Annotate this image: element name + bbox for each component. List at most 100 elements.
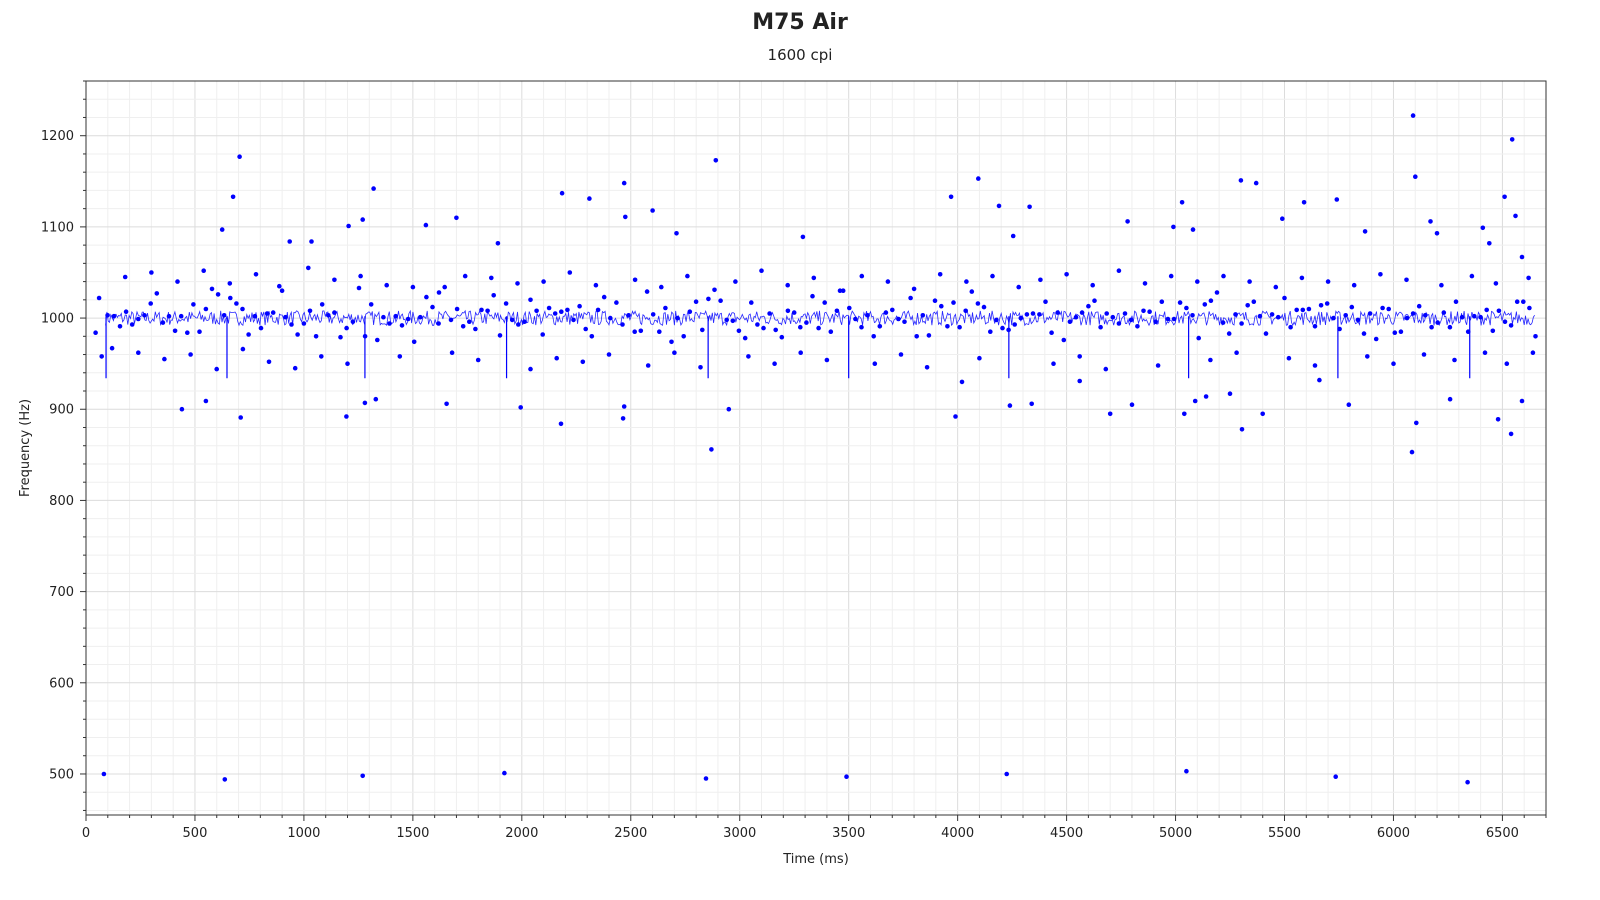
data-point <box>1487 241 1492 246</box>
data-point <box>448 317 454 323</box>
data-point <box>185 330 190 336</box>
data-point <box>1334 197 1340 202</box>
data-point <box>976 176 981 181</box>
data-point <box>698 365 703 370</box>
data-point <box>632 329 637 335</box>
x-tick-label: 2000 <box>505 826 538 841</box>
data-point <box>362 400 368 406</box>
data-point <box>442 284 448 290</box>
data-point <box>559 190 565 196</box>
data-point <box>301 321 307 326</box>
data-point <box>405 316 411 322</box>
data-point <box>178 313 184 319</box>
data-point <box>1286 355 1292 361</box>
data-point <box>749 300 754 305</box>
data-point <box>1508 431 1514 437</box>
data-point <box>1141 308 1146 314</box>
data-point <box>1337 326 1342 332</box>
y-tick-label: 1100 <box>41 220 74 235</box>
data-point <box>712 287 717 293</box>
data-point <box>1301 200 1307 205</box>
data-point <box>994 317 999 323</box>
data-point <box>397 354 403 359</box>
data-point <box>621 180 627 186</box>
data-point <box>975 301 981 306</box>
data-point <box>742 335 748 341</box>
data-point <box>1416 303 1422 309</box>
data-point <box>1502 194 1507 200</box>
data-point <box>1519 254 1525 260</box>
data-point <box>709 447 714 452</box>
data-point <box>346 223 351 229</box>
data-point <box>149 270 154 275</box>
data-point <box>1519 398 1525 404</box>
data-point <box>988 329 993 335</box>
data-point <box>111 313 117 319</box>
data-point <box>252 313 258 319</box>
data-point <box>1447 396 1453 402</box>
data-point <box>1484 307 1489 313</box>
data-point <box>166 313 172 319</box>
data-point <box>360 217 366 222</box>
data-point <box>1428 219 1433 224</box>
data-point <box>344 414 349 419</box>
data-point <box>313 334 319 339</box>
data-point <box>746 354 751 359</box>
plot-frame <box>85 80 1547 816</box>
data-point <box>1496 308 1502 314</box>
data-point <box>726 406 732 412</box>
data-point <box>687 309 693 315</box>
data-point <box>117 324 123 329</box>
axes: 0 500 1000 1500 2000 2500 3000 3500 4000 4500 5000… <box>41 80 1547 841</box>
data-point <box>1362 229 1368 234</box>
data-point <box>1404 277 1409 283</box>
data-point <box>509 317 515 323</box>
data-point <box>1179 200 1185 205</box>
data-point <box>996 203 1002 209</box>
data-point <box>1251 299 1257 305</box>
data-point <box>626 313 631 318</box>
data-point <box>1260 411 1265 417</box>
data-point <box>1490 328 1496 334</box>
data-point <box>798 324 803 330</box>
data-point <box>898 352 904 357</box>
data-point <box>620 416 626 421</box>
data-point <box>360 773 366 779</box>
data-point <box>373 396 379 402</box>
data-point <box>785 282 790 288</box>
data-point <box>767 311 772 316</box>
data-point <box>810 293 815 299</box>
data-point <box>1239 427 1245 432</box>
data-point <box>554 355 559 361</box>
data-point <box>1398 329 1404 335</box>
data-point <box>227 281 233 286</box>
data-point <box>896 316 901 322</box>
data-point <box>1495 417 1501 422</box>
data-point <box>473 326 478 332</box>
data-point <box>1007 403 1013 408</box>
data-point <box>659 284 664 290</box>
data-point <box>772 361 777 367</box>
data-point <box>1030 311 1036 316</box>
data-point <box>1521 299 1526 305</box>
data-point <box>577 303 582 309</box>
data-point <box>209 286 215 292</box>
data-point <box>436 321 441 326</box>
data-point <box>800 234 806 240</box>
data-point <box>109 345 115 351</box>
data-point <box>1257 313 1263 319</box>
data-point <box>528 297 533 303</box>
data-point <box>411 339 417 345</box>
x-tick-label: 6000 <box>1377 826 1410 841</box>
data-point <box>644 289 650 294</box>
data-point <box>142 313 147 318</box>
x-tick-label: 4500 <box>1050 826 1083 841</box>
data-point <box>945 324 950 329</box>
data-point <box>1220 320 1226 325</box>
data-point <box>1504 361 1510 367</box>
data-point <box>730 318 736 324</box>
data-point <box>1203 394 1209 399</box>
data-point <box>1238 178 1244 183</box>
y-axis-label: Frequency (Hz) <box>18 399 33 497</box>
data-point <box>1367 311 1373 316</box>
